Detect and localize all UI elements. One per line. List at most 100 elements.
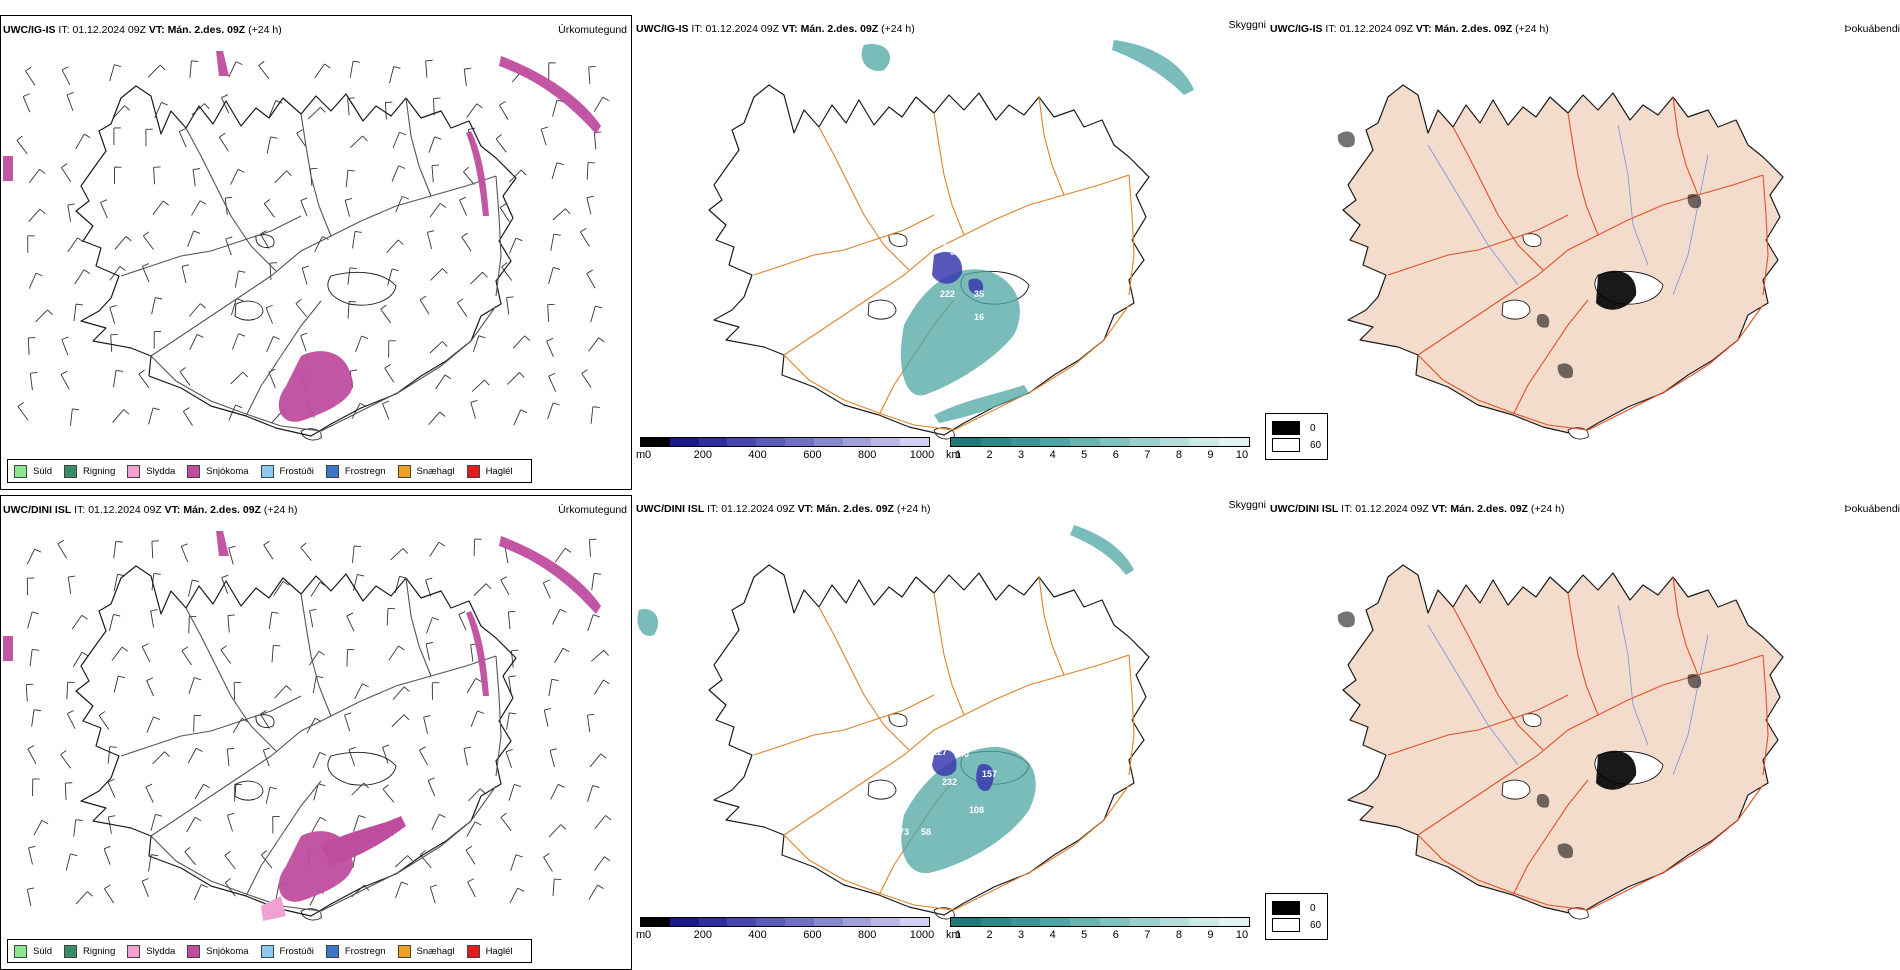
wind-barb-flag <box>383 401 389 404</box>
wind-barb <box>464 748 467 765</box>
wind-barb <box>179 131 186 147</box>
wind-barb-flag <box>404 715 409 720</box>
wind-barb <box>188 748 196 763</box>
wind-barb-flag <box>587 270 593 273</box>
legend-swatch <box>467 945 480 958</box>
wind-barb <box>61 755 71 769</box>
colorbar-unit: m <box>636 929 645 941</box>
legend-item: Rigning <box>64 465 115 478</box>
wind-barb-flag <box>70 854 77 856</box>
wind-barb <box>75 270 84 284</box>
wind-barb <box>432 814 439 829</box>
wind-barb-flag <box>263 748 270 750</box>
wind-barb-flag <box>228 615 235 616</box>
wind-barb-flag <box>200 201 206 205</box>
road-line <box>1129 175 1134 295</box>
wind-barb-flag <box>383 745 390 747</box>
colorbar-segment <box>981 438 1011 446</box>
wind-barb <box>264 545 273 559</box>
colorbar-tick-label: 600 <box>803 449 821 461</box>
wind-barb <box>470 272 482 284</box>
colorbar-segment <box>900 438 929 446</box>
wind-barb <box>430 542 439 556</box>
wind-barb-flag <box>587 196 594 198</box>
legend-item: Snæhagl <box>398 945 455 958</box>
iceland-group <box>1343 565 1783 919</box>
legend-label: Snæhagl <box>417 946 455 957</box>
wind-barb-flag <box>204 784 210 787</box>
wind-barb-flag <box>72 409 79 410</box>
wind-barb <box>459 615 466 630</box>
colorbar <box>950 437 1250 447</box>
colorbar-segment <box>871 438 900 446</box>
wind-barb-flag <box>28 746 34 749</box>
wind-barb <box>506 752 512 768</box>
legend-item: Rigning <box>64 945 115 958</box>
fog-legend-item: 0 <box>1272 421 1321 435</box>
colorbar-segment <box>951 918 981 926</box>
wind-barb <box>230 169 238 184</box>
wind-barb <box>70 409 72 426</box>
wind-barb <box>110 307 115 323</box>
wind-barb <box>350 61 353 78</box>
glacier-outline <box>235 301 263 320</box>
wind-barb-flag <box>462 233 468 237</box>
fog-legend-item: 60 <box>1272 438 1321 452</box>
wind-barb-flag <box>439 542 445 546</box>
glacier-outline <box>889 714 907 727</box>
wind-barb-flag <box>403 548 408 553</box>
wind-barb-flag <box>348 170 355 171</box>
wind-barb <box>221 650 231 664</box>
wind-barb <box>153 201 163 215</box>
wind-barb <box>311 582 320 596</box>
wind-barb-flag <box>181 544 187 547</box>
wind-barb-flag <box>160 65 165 70</box>
wind-barb <box>588 615 593 631</box>
wind-barb <box>430 887 435 903</box>
wind-barb <box>27 549 34 564</box>
wind-barb <box>193 169 195 186</box>
wind-barb-flag <box>238 169 244 172</box>
wind-barb-flag <box>593 785 600 787</box>
road-line <box>151 176 496 356</box>
colorbar-segment <box>785 438 814 446</box>
wind-barb-flag <box>67 711 73 714</box>
wind-barb <box>29 273 36 289</box>
iceland-map-fog <box>1268 15 1900 490</box>
colorbar-segment <box>670 918 699 926</box>
wind-barb-flag <box>525 336 530 341</box>
wind-barb-flag <box>547 338 553 341</box>
wind-barb-flag <box>509 713 516 714</box>
colorbar-tick-label: 6 <box>1113 449 1119 461</box>
wind-barb <box>345 715 350 731</box>
wind-barb <box>547 341 554 357</box>
legend-swatch <box>261 465 274 478</box>
wind-barb <box>544 857 553 871</box>
wind-barb-flag <box>61 371 67 374</box>
wind-barb <box>551 234 554 251</box>
wind-barb-flag <box>553 267 560 269</box>
fog-panel-row2: UWC/DINI ISL IT: 01.12.2024 09Z VT: Mán.… <box>1268 495 1900 970</box>
wind-barb-flag <box>196 748 202 751</box>
wind-barb <box>67 95 73 111</box>
wind-barb <box>424 717 428 734</box>
wind-barb <box>589 540 590 557</box>
wind-barb <box>267 336 274 352</box>
wind-barb <box>509 784 514 800</box>
wind-barb-flag <box>521 170 526 175</box>
wind-barb-flag <box>225 197 232 198</box>
road-line <box>121 696 301 756</box>
wind-barb-flag <box>153 717 159 720</box>
wind-barb <box>264 204 274 218</box>
wind-barb-flag <box>486 584 491 589</box>
wind-barb-flag <box>40 169 46 173</box>
wind-barb <box>228 616 229 633</box>
wind-barb <box>548 403 553 419</box>
wind-barb-flag <box>68 204 75 205</box>
wind-barb-flag <box>364 783 369 788</box>
fog-legend-label: 0 <box>1310 423 1316 434</box>
wind-barb-flag <box>383 785 388 789</box>
wind-barb-flag <box>435 137 442 139</box>
wind-barb <box>28 338 29 355</box>
